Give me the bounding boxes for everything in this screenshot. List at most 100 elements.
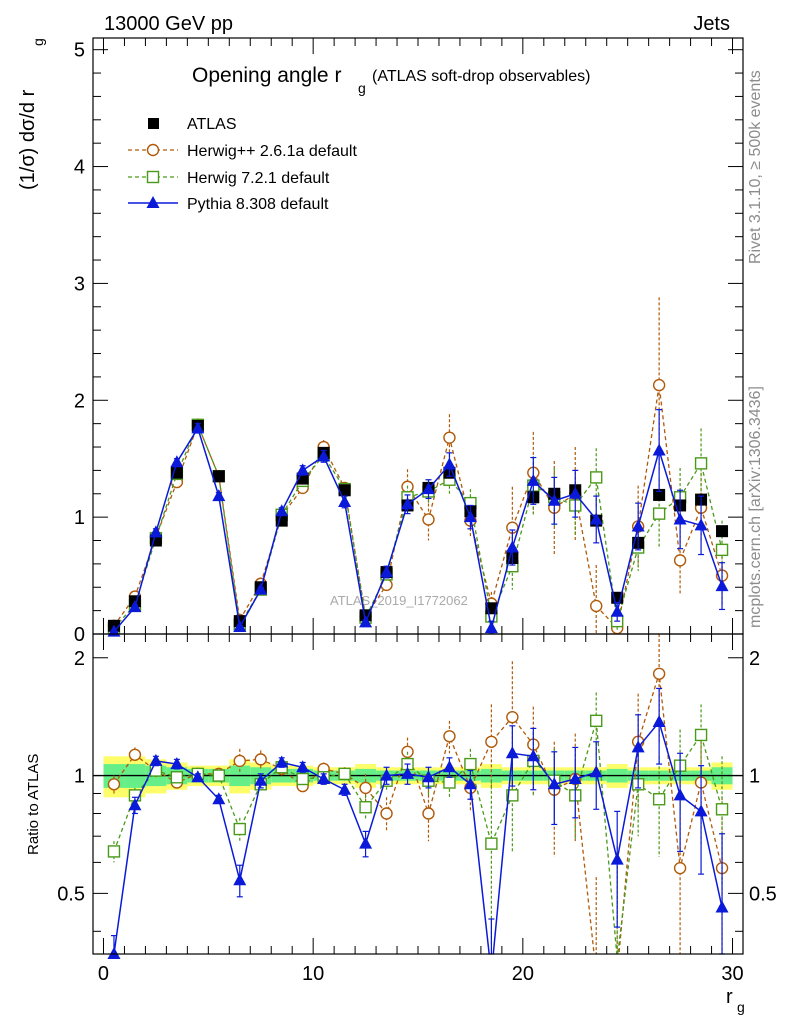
ratio-point [233, 822, 246, 836]
main-point [694, 457, 708, 470]
main-point [359, 615, 373, 628]
legend: ATLAS Herwig++ 2.6.1a default Herwig 7.2… [128, 116, 357, 213]
ratio-point [380, 768, 394, 781]
legend-herwigpp-label: Herwig++ 2.6.1a default [187, 143, 357, 160]
main-point [380, 565, 394, 578]
ratio-y-axis-label: Ratio to ATLAS [25, 754, 42, 855]
ratio-series-line [113, 720, 723, 954]
ratio-point [673, 788, 687, 801]
ratio-point [191, 770, 205, 783]
legend-herwig7-marker [146, 170, 160, 184]
ratio-y-axis: 0.5 0.5 1 1 2 2 [57, 648, 777, 932]
ratio-x-tick-label: 10 [302, 963, 324, 985]
legend-herwig7-label: Herwig 7.2.1 default [187, 170, 330, 187]
ratio-point [254, 753, 267, 766]
ratio-point [443, 776, 456, 789]
ratio-point [359, 781, 372, 795]
main-point [715, 543, 729, 557]
ratio-x-tick-label: 30 [721, 963, 743, 985]
main-point [568, 486, 582, 499]
ratio-series-herwig [107, 634, 729, 954]
ratio-point [170, 771, 184, 784]
ratio-point [590, 714, 603, 728]
legend-atlas-marker [148, 118, 159, 129]
main-point [463, 510, 477, 523]
main-point [716, 525, 729, 538]
ratio-point [464, 757, 477, 771]
ratio-series-pythia [107, 687, 729, 959]
ratio-point [443, 730, 456, 743]
main-point [296, 463, 310, 476]
ratio-point [401, 766, 415, 779]
ratio-point [317, 771, 331, 784]
ratio-point [380, 807, 393, 820]
ratio-point [212, 792, 226, 805]
main-point [191, 421, 205, 434]
main-point [212, 470, 225, 483]
main-y-tick-label: 0 [74, 624, 85, 646]
ratio-point [715, 803, 729, 816]
header-left: 13000 GeV pp [104, 13, 233, 35]
ratio-point [631, 740, 645, 753]
legend-entry-pythia: Pythia 8.308 default [128, 196, 329, 213]
ratio-y-tick-label-right: 2 [749, 648, 760, 670]
main-series-line [113, 384, 723, 630]
main-point [590, 599, 603, 613]
ratio-point [463, 777, 477, 790]
ratio-point [128, 798, 142, 811]
ratio-point [547, 777, 561, 790]
ratio-point [485, 837, 498, 850]
ratio-plot-panel: 0.5 0.5 1 1 2 2 0 10 20 30 Ratio to ATLAS r g [25, 633, 777, 1015]
main-series-line [113, 426, 723, 633]
ratio-point [212, 769, 226, 782]
main-point [673, 554, 687, 567]
ratio-y-tick-label-right: 0.5 [749, 883, 777, 905]
main-point [589, 512, 603, 525]
ratio-point [485, 735, 498, 748]
ratio-point [422, 807, 435, 820]
ratio-series-layer [107, 634, 729, 959]
ratio-x-tick-label: 0 [98, 963, 109, 985]
rivet-version-text: Rivet 3.1.10, ≥ 500k events [747, 70, 764, 264]
ratio-point [505, 746, 519, 759]
ratio-point [652, 793, 666, 806]
ratio-point [128, 748, 142, 761]
plot-title-subscript: g [358, 80, 366, 96]
main-point [505, 540, 519, 553]
ratio-point [694, 728, 708, 742]
ratio-series-line [113, 720, 723, 954]
ratio-point [107, 947, 121, 959]
ratio-point [442, 760, 456, 773]
mcplots-reference-text: mcplots.cern.ch [arXiv:1306.3436] [747, 386, 764, 628]
legend-pythia-marker [146, 196, 160, 208]
ratio-point [610, 852, 624, 865]
main-y-tick-label: 1 [74, 507, 85, 529]
ratio-point [107, 778, 121, 791]
main-point [652, 378, 666, 392]
ratio-series-herwig7 [107, 692, 729, 954]
ratio-point [652, 715, 666, 728]
ratio-point [506, 710, 519, 724]
main-series-herwig [107, 297, 729, 635]
main-point [652, 507, 666, 520]
legend-pythia-label: Pythia 8.308 default [187, 196, 329, 213]
ratio-point [233, 873, 247, 886]
legend-herwigpp-marker [146, 143, 160, 157]
main-point [422, 513, 435, 526]
ratio-plot-frame [92, 633, 744, 955]
legend-entry-herwigpp: Herwig++ 2.6.1a default [128, 143, 357, 160]
main-point [631, 519, 645, 532]
ratio-point [254, 773, 268, 786]
ratio-y-tick-label: 2 [74, 648, 85, 670]
ratio-point [421, 770, 435, 783]
ratio-point [338, 767, 351, 781]
ratio-point [233, 754, 246, 768]
main-point [443, 431, 456, 444]
main-y-tick-label: 2 [74, 390, 85, 412]
main-series-pythia [107, 409, 729, 637]
main-point [652, 443, 666, 456]
ratio-y-tick-label: 1 [74, 766, 85, 788]
main-y-tick-label: 4 [74, 157, 85, 179]
ratio-point [359, 801, 372, 814]
